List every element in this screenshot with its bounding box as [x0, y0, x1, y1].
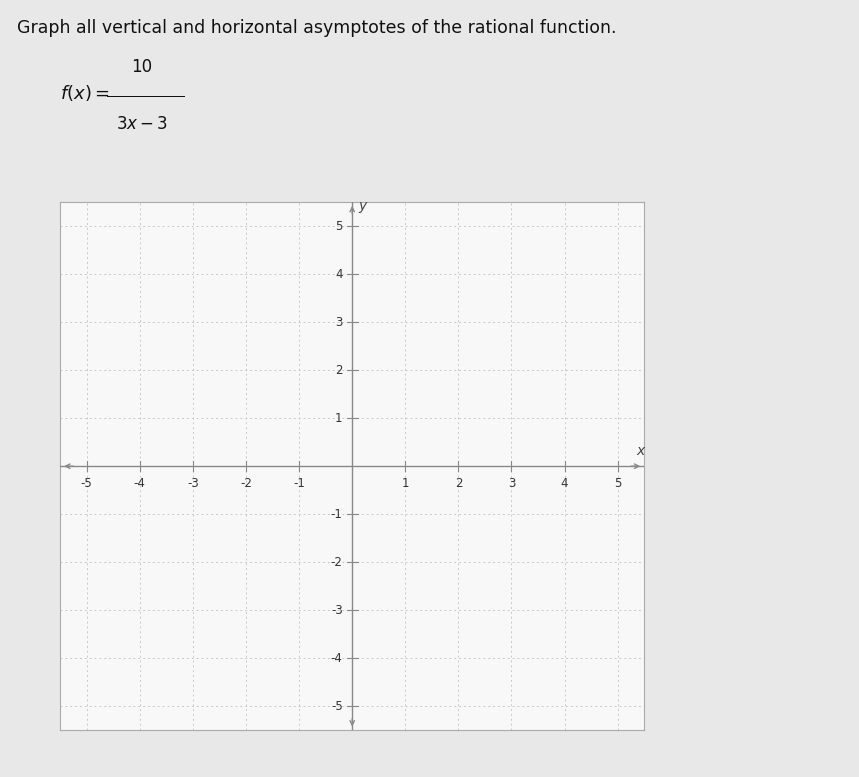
Text: 2: 2 [454, 477, 462, 490]
Text: 4: 4 [335, 267, 343, 280]
Text: 3: 3 [335, 315, 343, 329]
Text: y: y [358, 199, 367, 213]
Text: 3: 3 [508, 477, 515, 490]
Text: 4: 4 [561, 477, 569, 490]
Text: 2: 2 [335, 364, 343, 377]
Text: -5: -5 [331, 700, 343, 713]
Text: -3: -3 [331, 604, 343, 617]
Text: 1: 1 [401, 477, 409, 490]
Text: -5: -5 [81, 477, 93, 490]
Text: $3x-3$: $3x-3$ [116, 115, 168, 133]
Text: x: x [636, 444, 644, 458]
Text: -3: -3 [187, 477, 198, 490]
Text: -1: -1 [331, 507, 343, 521]
Text: Graph all vertical and horizontal asymptotes of the rational function.: Graph all vertical and horizontal asympt… [17, 19, 617, 37]
Text: 5: 5 [335, 220, 343, 232]
Text: 1: 1 [335, 412, 343, 425]
Text: -2: -2 [240, 477, 252, 490]
Text: -2: -2 [331, 556, 343, 569]
Text: -4: -4 [134, 477, 146, 490]
Text: -1: -1 [293, 477, 305, 490]
Text: -4: -4 [331, 652, 343, 665]
Text: 10: 10 [131, 58, 152, 76]
Text: 5: 5 [614, 477, 621, 490]
Text: $f(x)=$: $f(x)=$ [60, 83, 110, 103]
